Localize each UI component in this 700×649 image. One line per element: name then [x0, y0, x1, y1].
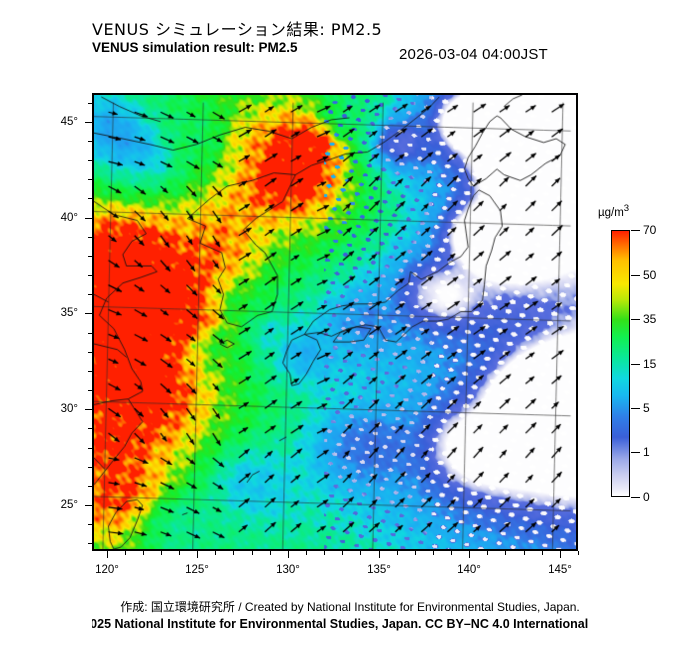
x-axis-tick-label: 120°: [95, 564, 119, 576]
x-axis-minor-tick: [397, 551, 398, 555]
y-axis-minor-tick: [88, 486, 92, 487]
y-axis-minor-tick: [88, 103, 92, 104]
colorbar-tick: [631, 408, 640, 409]
colorbar-tick: [631, 497, 640, 498]
x-axis-minor-tick: [270, 551, 271, 555]
y-axis-minor-tick: [88, 141, 92, 142]
x-axis-minor-tick: [342, 551, 343, 555]
x-axis-minor-tick: [125, 551, 126, 555]
timestamp-label: 2026-03-04 04:00JST: [399, 46, 548, 63]
colorbar-unit-label: µg/m3: [598, 203, 629, 219]
x-axis-minor-tick: [433, 551, 434, 555]
y-axis-major-tick: [85, 122, 92, 123]
y-axis-minor-tick: [88, 160, 92, 161]
colorbar-tick: [631, 364, 640, 365]
y-axis-minor-tick: [88, 294, 92, 295]
y-axis-minor-tick: [88, 524, 92, 525]
colorbar-tick-label: 35: [643, 312, 657, 326]
y-axis-major-tick: [85, 409, 92, 410]
page-title-english: VENUS simulation result: PM2.5: [92, 40, 298, 55]
x-axis-minor-tick: [215, 551, 216, 555]
y-axis-minor-tick: [88, 543, 92, 544]
x-axis-major-tick: [469, 551, 470, 558]
y-axis-minor-tick: [88, 467, 92, 468]
x-axis-minor-tick: [252, 551, 253, 555]
y-axis-minor-tick: [88, 390, 92, 391]
footer-credit: 作成: 国立環境研究所 / Created by National Instit…: [120, 600, 580, 614]
x-axis-tick-label: 140°: [457, 564, 481, 576]
pm25-concentration-field: [94, 95, 576, 549]
colorbar-unit-base: µg/m: [598, 206, 624, 219]
footer-license: ©2025 National Institute for Environment…: [92, 617, 589, 631]
x-axis-minor-tick: [161, 551, 162, 555]
y-axis-minor-tick: [88, 198, 92, 199]
y-axis-minor-tick: [88, 352, 92, 353]
x-axis-minor-tick: [487, 551, 488, 555]
x-axis-minor-tick: [324, 551, 325, 555]
x-axis-minor-tick: [143, 551, 144, 555]
x-axis-minor-tick: [179, 551, 180, 555]
colorbar-tick: [631, 230, 640, 231]
x-axis-minor-tick: [306, 551, 307, 555]
colorbar-gradient: [611, 230, 630, 497]
x-axis-major-tick: [197, 551, 198, 558]
x-axis-tick-label: 145°: [548, 564, 572, 576]
y-axis-tick-label: 45°: [60, 116, 78, 128]
x-axis-minor-tick: [505, 551, 506, 555]
x-axis-tick-label: 125°: [185, 564, 209, 576]
y-axis-minor-tick: [88, 371, 92, 372]
y-axis-tick-label: 40°: [60, 212, 78, 224]
x-axis-minor-tick: [233, 551, 234, 555]
y-axis-major-tick: [85, 505, 92, 506]
colorbar-tick-label: 5: [643, 401, 650, 415]
x-axis-minor-tick: [524, 551, 525, 555]
colorbar-tick: [631, 275, 640, 276]
y-axis-tick-label: 35°: [60, 307, 78, 319]
page-title-japanese: VENUS シミュレーション結果: PM2.5: [92, 20, 383, 39]
x-axis-minor-tick: [451, 551, 452, 555]
pm25-map-plot: [92, 93, 578, 551]
y-axis-tick-label: 25°: [60, 499, 78, 511]
y-axis-minor-tick: [88, 256, 92, 257]
x-axis-minor-tick: [360, 551, 361, 555]
colorbar-tick: [631, 452, 640, 453]
x-axis-minor-tick: [542, 551, 543, 555]
colorbar-tick-label: 0: [643, 490, 650, 504]
y-axis-minor-tick: [88, 428, 92, 429]
x-axis-major-tick: [288, 551, 289, 558]
y-axis-minor-tick: [88, 237, 92, 238]
y-axis-minor-tick: [88, 275, 92, 276]
colorbar-tick-label: 70: [643, 223, 657, 237]
colorbar-tick: [631, 319, 640, 320]
x-axis-major-tick: [107, 551, 108, 558]
colorbar-tick-label: 50: [643, 268, 657, 282]
y-axis-minor-tick: [88, 179, 92, 180]
y-axis-major-tick: [85, 218, 92, 219]
y-axis-tick-label: 30°: [60, 403, 78, 415]
x-axis-tick-label: 130°: [276, 564, 300, 576]
colorbar-unit-exponent: 3: [623, 203, 630, 214]
x-axis-minor-tick: [578, 551, 579, 555]
y-axis-minor-tick: [88, 448, 92, 449]
x-axis-major-tick: [560, 551, 561, 558]
x-axis-major-tick: [379, 551, 380, 558]
y-axis-major-tick: [85, 313, 92, 314]
colorbar-tick-label: 1: [643, 445, 650, 459]
colorbar-tick-label: 15: [643, 357, 657, 371]
x-axis-tick-label: 135°: [367, 564, 391, 576]
y-axis-minor-tick: [88, 333, 92, 334]
x-axis-minor-tick: [415, 551, 416, 555]
